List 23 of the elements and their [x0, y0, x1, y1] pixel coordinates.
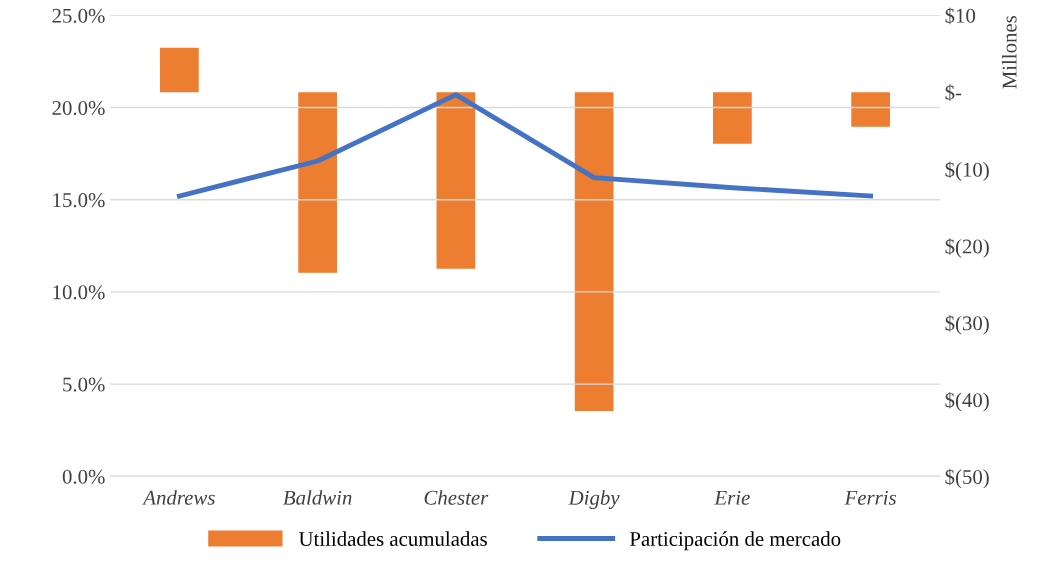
x-tick-label: Chester — [424, 490, 489, 505]
x-tick-label: Digby — [568, 490, 620, 510]
y2-tick-label: $- — [945, 84, 962, 101]
x-tick-label: Andrews — [142, 490, 215, 505]
y-tick-label: 25.0% — [52, 8, 105, 23]
y2-tick-label: $(10) — [945, 161, 989, 181]
y2-tick-label: $(50) — [945, 468, 989, 489]
y-tick-label: 15.0% — [53, 193, 105, 208]
legend-label: Participación de mercado — [629, 531, 841, 551]
x-tick-label: Erie — [714, 490, 750, 505]
y-tick-label: 0.0% — [62, 469, 105, 484]
y2-tick-label: $(30) — [945, 315, 989, 335]
y-tick-label: 5.0% — [63, 377, 105, 392]
y2-tick-label: $(40) — [945, 391, 989, 412]
legend-label: Utilidades acumuladas — [298, 531, 487, 547]
y2-tick-label: $10 — [945, 7, 976, 25]
y-tick-label: 10.0% — [53, 285, 105, 300]
x-tick-label: Ferris — [844, 490, 897, 505]
line-series — [176, 92, 874, 199]
y-tick-label: 20.0% — [52, 100, 105, 116]
x-tick-label: Baldwin — [283, 490, 352, 505]
y2-axis-title: Millones — [1001, 15, 1017, 89]
y2-tick-label: $(20) — [945, 238, 989, 258]
